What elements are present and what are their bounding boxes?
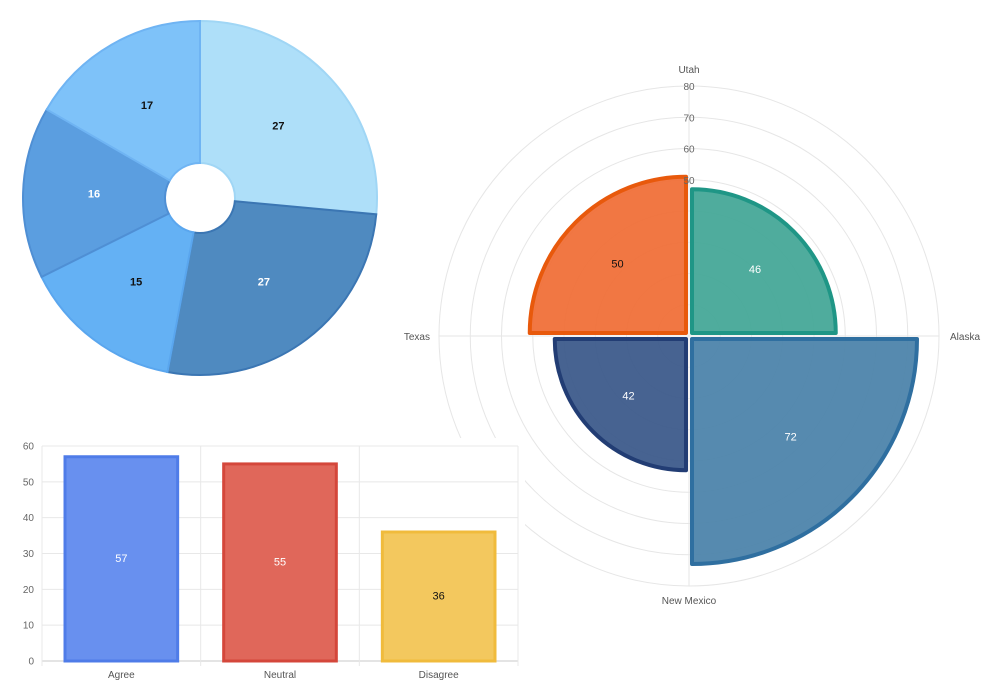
bar-value-label: 55 — [274, 556, 286, 568]
y-tick-label: 0 — [28, 657, 34, 668]
category-label-alaska: Alaska — [950, 332, 980, 343]
doughnut-slice-label: 27 — [272, 120, 284, 132]
doughnut-slice[interactable] — [40, 212, 195, 374]
doughnut-slice[interactable] — [199, 19, 378, 216]
bar-disagree[interactable] — [380, 530, 497, 663]
bar-value-label: 57 — [115, 553, 127, 565]
polar-wedge-label: 46 — [749, 264, 761, 276]
polar-grid — [438, 85, 940, 587]
bar-agree[interactable] — [63, 455, 180, 663]
radial-tick-label: 80 — [683, 82, 695, 93]
radial-tick-label: 60 — [683, 145, 695, 156]
doughnut-slice[interactable] — [22, 108, 172, 279]
radial-tick-label: 50 — [683, 176, 695, 187]
category-label-utah: Utah — [678, 65, 699, 76]
y-tick-label: 60 — [23, 442, 35, 453]
polar-wedge-utah[interactable] — [690, 187, 838, 335]
doughnut-slice-label: 17 — [141, 100, 153, 112]
y-tick-label: 20 — [23, 585, 35, 596]
polar-wedge-alaska[interactable] — [690, 337, 919, 566]
doughnut-slice-label: 15 — [130, 276, 142, 288]
y-tick-label: 30 — [23, 549, 35, 560]
y-tick-label: 40 — [23, 513, 35, 524]
polar-wedge-new-mexico[interactable] — [552, 337, 688, 473]
doughnut-slice-label: 16 — [88, 189, 100, 201]
doughnut-slice[interactable] — [45, 19, 201, 182]
y-tick-label: 10 — [23, 621, 35, 632]
bar-neutral[interactable] — [222, 462, 338, 663]
doughnut-slice-label: 27 — [258, 276, 270, 288]
x-tick-label: Agree — [108, 670, 135, 681]
category-label-new-mexico: New Mexico — [662, 596, 717, 607]
polar-wedge-label: 42 — [622, 390, 634, 402]
x-tick-label: Neutral — [264, 670, 296, 681]
bar-value-label: 36 — [433, 590, 445, 602]
polar-wedge-label: 50 — [611, 258, 623, 270]
doughnut-slice[interactable] — [166, 200, 378, 376]
radial-tick-label: 70 — [683, 113, 695, 124]
y-tick-label: 50 — [23, 477, 35, 488]
polar-wedge-label: 72 — [785, 432, 797, 444]
polar-wedge-texas[interactable] — [527, 174, 688, 335]
x-tick-label: Disagree — [419, 670, 459, 681]
category-label-texas: Texas — [404, 332, 430, 343]
